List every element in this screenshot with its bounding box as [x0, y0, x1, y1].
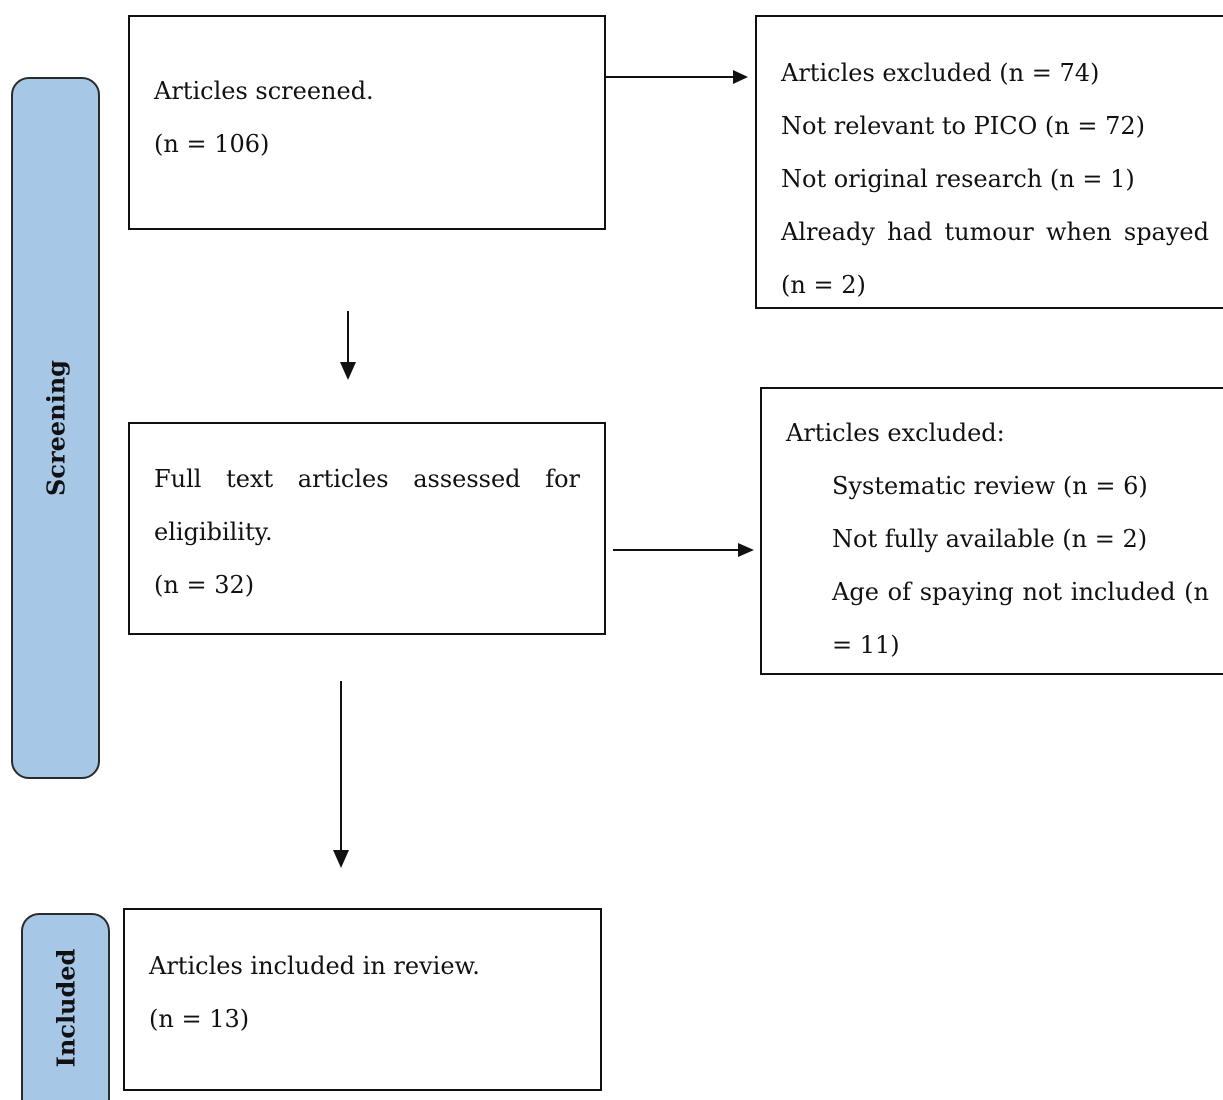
arrow-screened-to-excluded [606, 70, 748, 84]
articles-screened-box: Articles screened. (n = 106) [128, 15, 606, 230]
arrow-screened-to-fulltext [340, 311, 356, 380]
excluded-2-line-3: Age of spaying not included (n = 11) [832, 578, 1209, 659]
excluded-articles-box-2: Articles excluded: Systematic review (n … [760, 387, 1223, 675]
excluded-1-line-1: Articles excluded (n = 74) [781, 59, 1100, 87]
arrow-fulltext-to-excluded [613, 543, 754, 557]
screening-phase-label: Screening [11, 77, 100, 779]
articles-screened-title: Articles screened. [154, 77, 374, 105]
excluded-articles-box-1: Articles excluded (n = 74) Not relevant … [755, 15, 1223, 309]
articles-screened-count: (n = 106) [154, 130, 270, 158]
fulltext-assessed-count: (n = 32) [154, 571, 255, 599]
excluded-1-line-3: Not original research (n = 1) [781, 165, 1135, 193]
fulltext-assessed-title: Full text articles assessed for eligibil… [154, 465, 580, 546]
excluded-1-line-4: Already had tumour when spayed (n = 2) [781, 218, 1209, 299]
excluded-1-line-2: Not relevant to PICO (n = 72) [781, 112, 1145, 140]
articles-included-count: (n = 13) [149, 1005, 250, 1033]
excluded-2-line-2: Not fully available (n = 2) [832, 525, 1148, 553]
arrow-fulltext-to-included [333, 681, 349, 868]
fulltext-assessed-box: Full text articles assessed for eligibil… [128, 422, 606, 635]
included-phase-label: Included [21, 913, 110, 1100]
excluded-2-heading: Articles excluded: [786, 419, 1005, 447]
excluded-2-line-1: Systematic review (n = 6) [832, 472, 1148, 500]
articles-included-title: Articles included in review. [149, 952, 480, 980]
articles-included-box: Articles included in review. (n = 13) [123, 908, 602, 1091]
